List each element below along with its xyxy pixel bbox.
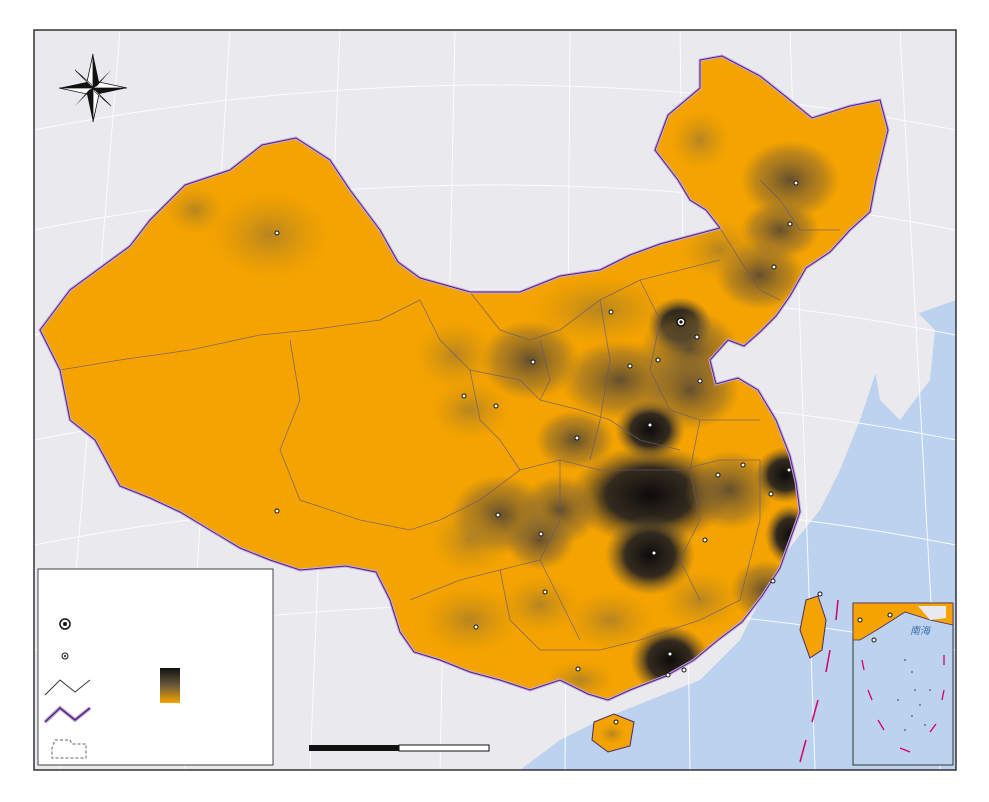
city-xian xyxy=(574,435,580,441)
city-beijing xyxy=(676,317,686,327)
city-changsha xyxy=(651,550,657,556)
scale-bar xyxy=(309,744,490,752)
city-xining xyxy=(461,393,467,399)
south-china-sea-inset: 南海 xyxy=(852,602,954,766)
svg-text:南海: 南海 xyxy=(910,625,932,637)
city-hangzhou xyxy=(768,491,774,497)
city-haikou xyxy=(613,719,619,725)
city-hefei xyxy=(715,472,721,478)
legend-land xyxy=(51,739,87,759)
city-nanchang xyxy=(702,537,708,543)
city-guangzhou xyxy=(667,651,673,657)
city-hongkong xyxy=(681,667,687,673)
city-fuzhou xyxy=(770,578,776,584)
legend-density xyxy=(160,668,180,703)
city-shijiazhuang xyxy=(655,357,661,363)
city-macau xyxy=(665,672,671,678)
city-urumqi xyxy=(274,230,280,236)
city-taiyuan xyxy=(627,363,633,369)
city-kunming xyxy=(473,624,479,630)
province-borders xyxy=(59,179,840,651)
city-shanghai xyxy=(786,467,792,473)
legend xyxy=(37,568,274,766)
city-lanzhou xyxy=(493,403,499,409)
city-nanning xyxy=(575,666,581,672)
city-shenyang xyxy=(771,264,777,270)
city-hohhot xyxy=(608,309,614,315)
national-border-inner xyxy=(39,55,889,701)
city-tianjin xyxy=(694,334,700,340)
legend-provincial-border xyxy=(44,679,91,696)
city-changchun xyxy=(787,221,793,227)
city-taipei xyxy=(817,591,823,597)
legend-provincial xyxy=(61,652,69,660)
city-chongqing xyxy=(538,531,544,537)
city-jinan xyxy=(697,378,703,384)
city-harbin xyxy=(793,180,799,186)
legend-capital xyxy=(59,618,71,630)
city-lhasa xyxy=(274,508,280,514)
legend-national-border xyxy=(43,705,92,724)
sea-boundary-dashes xyxy=(799,599,839,763)
city-guiyang xyxy=(542,589,548,595)
north-arrow xyxy=(58,53,128,123)
taiwan-island xyxy=(799,595,827,659)
city-yinchuan xyxy=(530,359,536,365)
city-chengdu xyxy=(495,512,501,518)
city-nanjing xyxy=(740,462,746,468)
city-markers xyxy=(274,180,823,725)
map-frame xyxy=(33,29,957,771)
city-zhengzhou xyxy=(647,422,653,428)
